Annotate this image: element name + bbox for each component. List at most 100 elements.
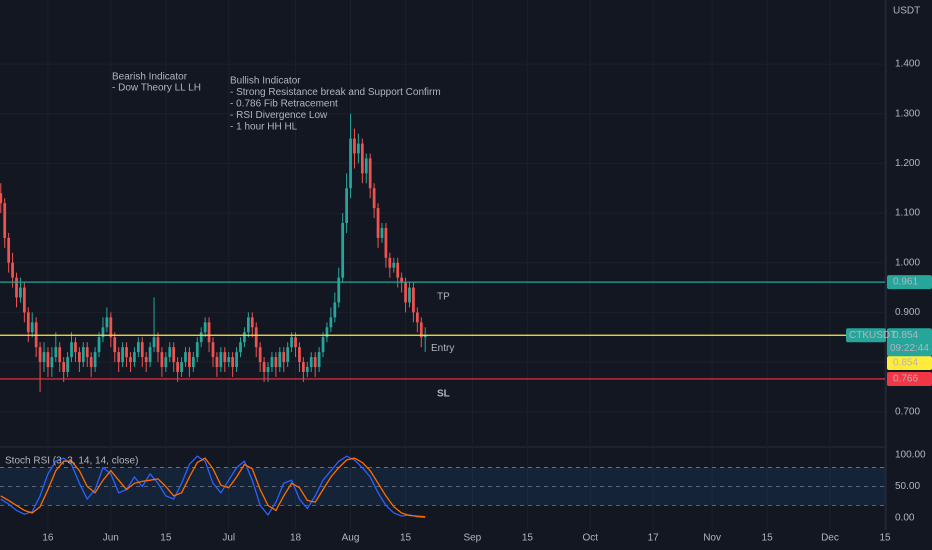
candle-body (364, 158, 368, 174)
candle-body (368, 158, 372, 189)
candle-body (384, 227, 388, 258)
x-tick-label: Oct (582, 533, 598, 544)
x-tick-label: Nov (703, 533, 721, 544)
x-tick-label: 16 (42, 533, 54, 544)
candle-body (353, 138, 356, 154)
candle-body (11, 262, 14, 278)
price-badge-label: 0.766 (893, 374, 918, 385)
candle-body (38, 347, 42, 363)
candle-body (191, 357, 195, 368)
candle-body (313, 357, 317, 368)
price-badge-label: 0.854 (893, 358, 918, 369)
candle-body (337, 277, 341, 303)
y-tick-label: 1.400 (895, 59, 920, 70)
candle-body (415, 312, 419, 323)
candle-body (246, 317, 250, 333)
stoch-line (0, 455, 426, 519)
x-tick-label: Dec (821, 533, 839, 544)
bullish-note: - 0.786 Fib Retracement (230, 99, 338, 110)
candle-body (207, 322, 211, 343)
candle-body (125, 347, 128, 358)
candle-body (360, 143, 364, 174)
candle-body (372, 188, 376, 209)
candle-body (309, 357, 313, 368)
candle-body (345, 188, 348, 223)
candle-body (42, 352, 46, 363)
candle-body (302, 362, 305, 372)
candle-body (400, 277, 404, 283)
x-tick-label: Sep (463, 533, 481, 544)
candle-body (54, 347, 58, 358)
candle-body (188, 352, 191, 368)
x-tick-label: 15 (522, 533, 534, 544)
candle-body (62, 362, 66, 372)
candle-body (423, 335, 427, 338)
candle-body (250, 317, 254, 328)
candle-body (357, 143, 360, 154)
candle-body (144, 357, 148, 363)
candle-body (408, 287, 411, 303)
x-tick-label: 15 (762, 533, 774, 544)
candle-body (30, 322, 34, 333)
last-price-badge (887, 328, 932, 357)
candle-body (15, 277, 18, 298)
price-badge (887, 371, 932, 386)
candle-body (148, 347, 152, 363)
candle-body (85, 347, 89, 358)
y-tick-label: 1.200 (895, 158, 920, 169)
stoch-line (0, 457, 426, 518)
candle-body (89, 357, 93, 368)
candle-body (113, 337, 117, 353)
candle-body (184, 352, 187, 363)
price-badge-label: 0.961 (893, 277, 918, 288)
x-tick-label: 15 (879, 533, 891, 544)
y-tick-label: 0.900 (895, 307, 920, 318)
candle-body (97, 337, 101, 353)
candle-body (136, 342, 140, 353)
candle-body (380, 227, 384, 238)
candle-body (404, 282, 407, 303)
candle-body (199, 332, 203, 343)
candle-body (78, 352, 81, 363)
candle-body (329, 317, 333, 328)
candle-body (298, 347, 301, 363)
y-tick-label: 0.700 (895, 406, 920, 417)
candle-body (215, 357, 219, 368)
bullish-note: - RSI Divergence Low (230, 110, 328, 121)
candle-body (164, 357, 168, 368)
symbol-badge (846, 328, 886, 343)
y-tick-label: 1.300 (895, 108, 920, 119)
candle-body (333, 302, 337, 318)
stoch-title: Stoch RSI (3, 3, 14, 14, close) (5, 456, 138, 467)
candle-body (133, 352, 136, 363)
price-line-label: Entry (431, 343, 454, 354)
x-tick-label: Aug (342, 533, 360, 544)
candle-body (235, 352, 238, 368)
candle-body (270, 357, 274, 368)
candle-body (282, 352, 286, 363)
candle-body (105, 317, 109, 328)
candle-body (70, 342, 73, 358)
last-price-label: 0.854 (893, 330, 918, 341)
candle-body (274, 357, 278, 368)
candle-body (156, 337, 160, 353)
candle-body (392, 262, 396, 268)
stoch-tick-label: 0.00 (895, 513, 915, 524)
candle-body (223, 352, 227, 363)
candle-body (278, 352, 282, 368)
x-tick-label: 17 (648, 533, 660, 544)
candle-body (0, 193, 3, 204)
candle-body (172, 347, 176, 363)
bullish-note: Bullish Indicator (230, 76, 301, 87)
bullish-note: - 1 hour HH HL (230, 122, 298, 133)
candle-body (160, 352, 164, 368)
candle-body (388, 257, 392, 268)
y-tick-label: 1.100 (895, 208, 920, 219)
candle-body (258, 347, 262, 363)
stoch-tick-label: 100.00 (895, 450, 926, 461)
bearish-note: Bearish Indicator (112, 72, 188, 83)
candle-body (243, 332, 246, 343)
